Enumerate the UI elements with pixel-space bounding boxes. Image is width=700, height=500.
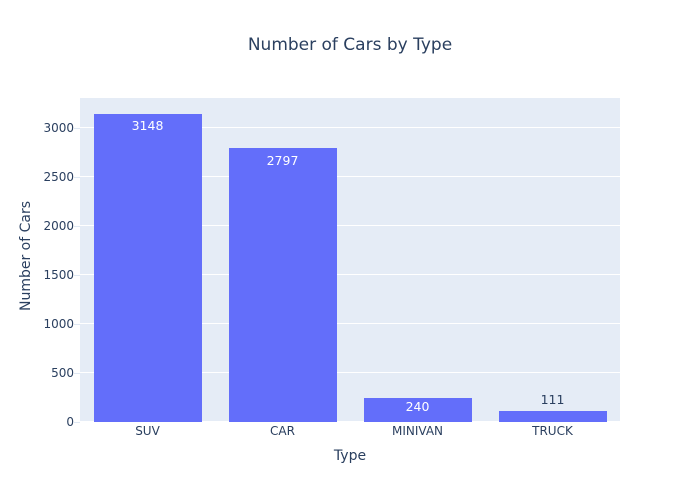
y-tick-mark bbox=[74, 127, 80, 129]
bar-car[interactable] bbox=[228, 147, 337, 422]
chart-title: Number of Cars by Type bbox=[247, 35, 453, 55]
y-tick-mark bbox=[74, 372, 80, 374]
bar-minivan[interactable] bbox=[363, 398, 472, 422]
y-tick-label: 3000 bbox=[43, 120, 74, 135]
x-tick-label: CAR bbox=[270, 424, 295, 438]
y-tick-mark bbox=[74, 274, 80, 276]
bar-value-label: 111 bbox=[540, 392, 565, 408]
gridline bbox=[80, 127, 620, 128]
bar-value-label: 240 bbox=[405, 399, 430, 415]
gridline bbox=[80, 274, 620, 275]
y-tick-mark bbox=[74, 176, 80, 178]
gridline bbox=[80, 323, 620, 324]
x-tick-label: MINIVAN bbox=[391, 424, 444, 438]
gridline bbox=[80, 176, 620, 177]
y-tick-label: 2000 bbox=[43, 218, 74, 233]
y-tick-label: 1500 bbox=[43, 267, 74, 282]
y-tick-mark bbox=[74, 422, 80, 423]
bar-value-label: 2797 bbox=[266, 152, 299, 168]
bar-suv[interactable] bbox=[93, 113, 202, 422]
y-tick-mark bbox=[74, 225, 80, 227]
x-tick-label: SUV bbox=[135, 424, 160, 438]
y-tick-label: 0 bbox=[66, 415, 74, 429]
x-tick-label: TRUCK bbox=[532, 424, 573, 438]
bar-value-label: 3148 bbox=[131, 118, 164, 134]
y-tick-label: 2500 bbox=[43, 169, 74, 184]
y-tick-mark bbox=[74, 323, 80, 325]
bar-truck[interactable] bbox=[498, 411, 607, 422]
plot-area bbox=[80, 98, 620, 422]
y-tick-label: 1000 bbox=[43, 316, 74, 331]
gridline bbox=[80, 372, 620, 373]
gridline bbox=[80, 225, 620, 226]
zero-line bbox=[80, 421, 620, 422]
x-axis-title: Type bbox=[333, 448, 367, 464]
y-tick-label: 500 bbox=[51, 365, 74, 380]
